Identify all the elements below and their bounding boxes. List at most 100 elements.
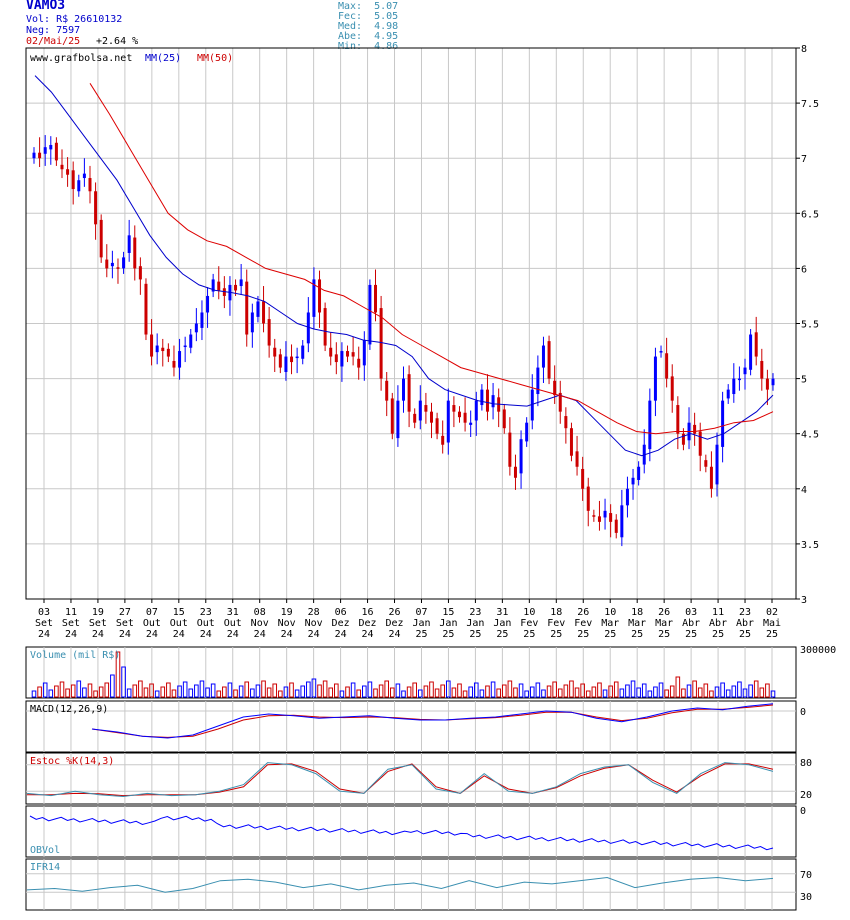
volume-bar [289, 682, 294, 698]
x-tick-year: 25 [631, 629, 643, 640]
candle-body [536, 367, 540, 395]
x-tick-day: 15 [173, 607, 185, 618]
ma50-legend: MM(50) [197, 53, 233, 64]
x-tick-day: 08 [254, 607, 266, 618]
volume-bar [350, 682, 356, 698]
candle-body [721, 400, 725, 447]
volume-bar [255, 684, 261, 698]
candle-body [525, 422, 529, 442]
volume-bar [143, 687, 149, 698]
candle-body [541, 345, 545, 368]
candle-body [82, 173, 86, 179]
volume-bar [653, 686, 658, 698]
candle-body [547, 341, 551, 379]
volume-bar [311, 678, 317, 698]
volume-bar [737, 681, 742, 698]
candle-body [452, 405, 456, 412]
candle-body [480, 389, 484, 406]
x-tick-year: 24 [335, 629, 347, 640]
volume-bar [42, 682, 48, 698]
x-tick-year: 25 [739, 629, 751, 640]
candle-body [245, 281, 249, 335]
obv-panel-label: OBVol [30, 845, 60, 856]
candle-body [262, 301, 266, 324]
candle-body [558, 392, 562, 412]
candle-body [329, 347, 333, 357]
volume-bar [731, 685, 737, 698]
x-tick-year: 25 [469, 629, 481, 640]
x-tick-month: Out [197, 618, 215, 629]
x-tick-year: 24 [92, 629, 104, 640]
x-tick-day: 02 [766, 607, 778, 618]
volume-tick: 300000 [800, 645, 836, 656]
x-tick-year: 24 [119, 629, 131, 640]
y-tick-label: 6.5 [801, 209, 819, 220]
volume-bar [138, 680, 143, 698]
x-tick-month: Mar [655, 618, 673, 629]
volume-bar [222, 686, 227, 698]
volume-bar [490, 681, 496, 698]
candle-body [200, 312, 204, 328]
volume-bar [244, 681, 250, 698]
candle-body [312, 279, 316, 317]
volume-bar [65, 688, 70, 698]
volume-bar [171, 689, 177, 698]
volume-bar [630, 680, 636, 698]
volume-bar [278, 690, 283, 698]
x-tick-day: 18 [550, 607, 562, 618]
x-tick-month: Mar [601, 618, 619, 629]
volume-bar [31, 690, 37, 698]
candle-body [737, 378, 741, 381]
volume-bar [681, 688, 686, 698]
candle-body [463, 412, 467, 423]
candle-body [620, 505, 624, 538]
volume-bar [770, 690, 776, 698]
volume-bar [76, 680, 82, 698]
candle-body [234, 284, 238, 291]
candle-body [704, 460, 708, 467]
y-tick-label: 7 [801, 154, 807, 165]
candle-body [519, 439, 523, 474]
volume-bar [619, 688, 625, 698]
volume-bar [641, 683, 647, 698]
candle-body [424, 405, 428, 412]
volume-bar [110, 674, 115, 698]
volume-bar [98, 686, 104, 698]
candle-body [771, 378, 775, 386]
candle-body [239, 279, 243, 287]
candle-body [71, 170, 75, 190]
x-tick-day: 26 [388, 607, 400, 618]
candle-body [743, 367, 747, 375]
volume-bar [367, 681, 373, 698]
volume-panel-label: Volume (mil R$) [30, 650, 120, 661]
x-tick-day: 28 [308, 607, 320, 618]
volume-panel-frame [25, 646, 797, 699]
y-tick-label: 3.5 [801, 540, 819, 551]
candle-body [569, 428, 573, 456]
x-tick-year: 24 [308, 629, 320, 640]
candle-body [60, 164, 64, 170]
x-tick-year: 25 [712, 629, 724, 640]
price-panel-frame [25, 47, 797, 600]
x-tick-year: 24 [254, 629, 266, 640]
candle-body [709, 466, 713, 489]
x-tick-day: 06 [335, 607, 347, 618]
x-tick-year: 25 [415, 629, 427, 640]
candle-body [334, 354, 338, 363]
volume-bar [658, 682, 664, 698]
candle-body [390, 398, 394, 434]
y-tick-label: 4 [801, 485, 807, 496]
candle-body [564, 416, 568, 429]
x-tick-month: Nov [278, 618, 296, 629]
volume-bar [272, 683, 278, 698]
x-tick-month: Jan [493, 618, 511, 629]
obv-line [29, 815, 774, 851]
candle-body [172, 360, 176, 368]
volume-bar [182, 681, 188, 698]
candle-body [413, 413, 417, 423]
volume-bar [445, 680, 451, 698]
x-tick-month: Fev [574, 618, 592, 629]
x-tick-month: Out [143, 618, 161, 629]
volume-bar [625, 684, 630, 698]
x-tick-year: 25 [577, 629, 589, 640]
